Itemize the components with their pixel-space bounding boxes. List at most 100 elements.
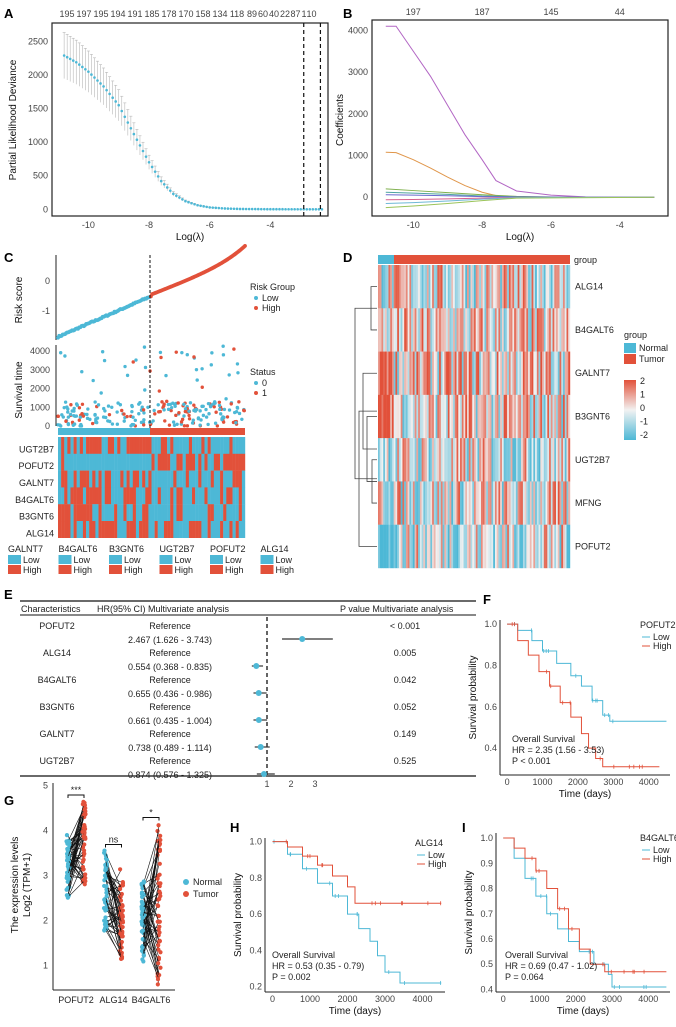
- d-heatmap-cell: [522, 438, 525, 482]
- g-tumor-point: [118, 931, 123, 936]
- d-heatmap-cell: [474, 308, 476, 352]
- c-heatmap-cell: [135, 504, 140, 522]
- d-heatmap-cell: [407, 481, 410, 525]
- e-hr-point: [260, 771, 267, 777]
- c-heatmap-cell: [220, 487, 224, 505]
- d-heatmap-cell: [519, 524, 522, 569]
- c-heatmap-cell: [235, 470, 239, 488]
- e-row-reference: Reference: [149, 702, 191, 712]
- c-time-point: [157, 389, 162, 393]
- d-heatmap-cell: [557, 308, 560, 352]
- d-heatmap-cell: [543, 394, 546, 439]
- d-heatmap-cell: [423, 524, 426, 569]
- c-time-point: [162, 408, 166, 412]
- a-point: [226, 207, 230, 210]
- g-tumor-point: [157, 939, 162, 944]
- d-heatmap-cell: [529, 265, 532, 309]
- e-row-hr: 0.661 (0.435 - 1.004): [128, 716, 212, 726]
- c-time-point: [236, 371, 240, 375]
- g-normal-point: [140, 894, 145, 900]
- d-row-label: UGT2B7: [575, 455, 610, 465]
- d-heatmap-cell: [419, 438, 422, 482]
- e-row-reference: Reference: [149, 729, 191, 739]
- b-coefficient-line: [385, 191, 655, 198]
- d-heatmap-cell: [456, 394, 459, 439]
- c-risk-legend-title: Risk Group: [250, 282, 295, 292]
- c-heatmap-cell: [86, 487, 90, 505]
- d-heatmap-cell: [494, 524, 497, 569]
- d-heatmap-cell: [479, 308, 482, 352]
- d-heatmap-cell: [460, 265, 462, 309]
- i-xtick: 0: [501, 994, 506, 1004]
- d-heatmap-cell: [454, 351, 457, 396]
- b-top-label: 197: [406, 7, 421, 17]
- c-heatmap-cell: [139, 521, 143, 538]
- d-color-scale: [624, 380, 636, 440]
- d-heatmap-cell: [547, 265, 550, 309]
- c-heatmap-cell: [229, 453, 233, 471]
- d-heatmap-cell: [384, 308, 387, 352]
- d-heatmap-cell: [559, 524, 562, 569]
- d-heatmap-cell: [383, 394, 386, 439]
- d-heatmap-cell: [378, 394, 380, 439]
- d-heatmap-cell: [486, 438, 489, 482]
- c-heatmap-cell: [107, 470, 112, 488]
- d-heatmap-cell: [554, 265, 557, 309]
- c-time-point: [102, 406, 106, 411]
- d-heatmap-cell: [542, 524, 545, 569]
- g-tumor-point: [81, 834, 86, 839]
- i-ylabel: Survival probability: [464, 871, 475, 955]
- c-time-point: [106, 404, 111, 408]
- d-heatmap-cell: [505, 524, 508, 569]
- d-heatmap-cell: [407, 524, 410, 569]
- i-xlabel: Time (days): [557, 1006, 609, 1017]
- d-heatmap-cell: [470, 394, 473, 439]
- d-heatmap-cell: [542, 308, 545, 352]
- c-heatmap-cell: [201, 521, 205, 538]
- i-legend-item: High: [653, 854, 672, 864]
- d-heatmap-cell: [538, 265, 541, 309]
- d-heatmap-cell: [550, 394, 553, 439]
- a-point: [302, 207, 306, 211]
- c-heatmap-cell: [95, 437, 99, 454]
- c-heatmap-cell: [129, 437, 133, 454]
- d-heatmap-cell: [524, 308, 527, 352]
- c-time-point: [130, 403, 134, 408]
- c-heatmap-cell: [101, 487, 105, 505]
- c-time-point: [158, 350, 163, 355]
- c-heatmap-cell: [167, 504, 171, 522]
- d-heatmap-cell: [439, 265, 442, 309]
- d-heatmap-cell: [496, 351, 499, 396]
- d-heatmap-cell: [451, 265, 454, 309]
- e-row-reference: Reference: [149, 756, 191, 766]
- panel-label-e: E: [4, 587, 13, 602]
- g-pair-line: [67, 860, 85, 879]
- c-time-point: [166, 402, 171, 407]
- i-km-curve-high: [503, 837, 667, 973]
- c-time-point: [142, 345, 147, 349]
- c-heatmap-cell: [70, 504, 74, 522]
- g-tumor-point: [83, 872, 88, 877]
- c-time-point: [221, 344, 225, 348]
- d-heatmap-cell: [475, 265, 478, 309]
- c-heatmap-cell: [185, 437, 190, 454]
- d-heatmap-cell: [493, 351, 496, 396]
- a-top-label: 22: [280, 9, 290, 19]
- d-heatmap-cell: [390, 308, 393, 352]
- d-heatmap-cell: [467, 308, 469, 352]
- c-heatmap-cell: [110, 487, 115, 505]
- d-heatmap-cell: [430, 308, 433, 352]
- d-heatmap-cell: [498, 438, 501, 482]
- d-heatmap-cell: [414, 438, 417, 482]
- f-ytick: 0.8: [484, 660, 497, 670]
- d-row-label: B4GALT6: [575, 325, 614, 335]
- f-legend-item: Low: [653, 632, 670, 642]
- d-heatmap-cell: [486, 351, 489, 396]
- d-heatmap-cell: [508, 394, 511, 439]
- d-heatmap-cell: [421, 308, 424, 352]
- d-heatmap-cell: [528, 438, 531, 482]
- c-heatmap-cell: [204, 453, 208, 471]
- c-heatmap-cell: [216, 437, 221, 454]
- d-heatmap-cell: [556, 481, 558, 525]
- b-ytick: 4000: [348, 25, 368, 35]
